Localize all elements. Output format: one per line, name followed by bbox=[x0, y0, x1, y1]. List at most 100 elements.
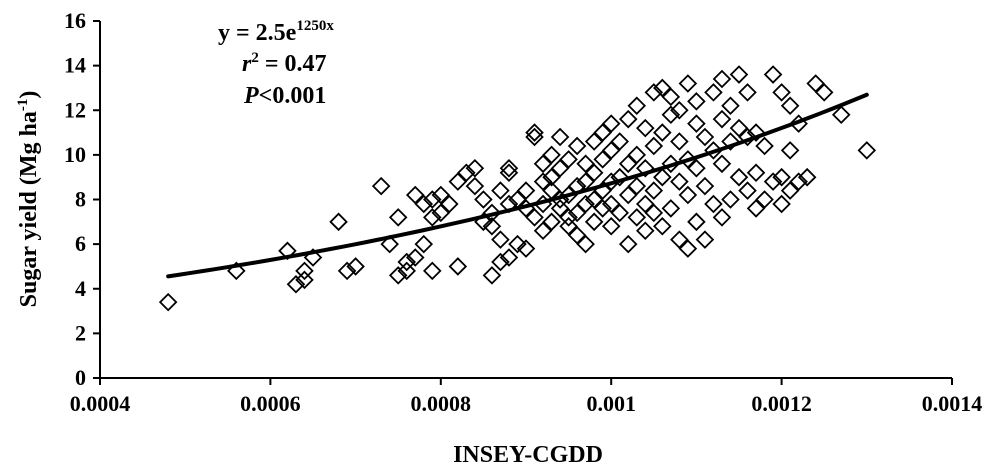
data-point bbox=[440, 194, 459, 214]
data-point bbox=[542, 145, 561, 165]
data-point bbox=[405, 248, 425, 267]
data-point bbox=[550, 158, 570, 178]
data-point bbox=[423, 208, 442, 227]
data-point bbox=[559, 208, 578, 227]
data-point bbox=[687, 212, 706, 232]
data-point bbox=[593, 199, 612, 218]
data-point bbox=[831, 105, 851, 124]
data-point bbox=[721, 132, 740, 151]
data-point bbox=[670, 100, 689, 120]
data-point bbox=[576, 194, 595, 214]
data-point bbox=[704, 141, 723, 160]
data-point bbox=[729, 118, 749, 138]
data-point bbox=[286, 275, 306, 294]
data-point bbox=[814, 83, 834, 102]
data-point bbox=[491, 230, 510, 249]
data-point bbox=[491, 252, 510, 272]
data-point bbox=[584, 163, 604, 182]
data-point bbox=[448, 257, 468, 276]
data-point bbox=[780, 96, 800, 116]
data-point bbox=[337, 261, 357, 281]
data-point bbox=[482, 266, 502, 285]
data-point bbox=[601, 172, 621, 191]
data-point bbox=[687, 158, 706, 178]
data-point bbox=[653, 123, 672, 142]
data-point bbox=[772, 83, 791, 102]
data-point bbox=[414, 194, 434, 214]
data-point bbox=[397, 261, 416, 281]
x-tick-label: 0.0012 bbox=[751, 391, 812, 416]
data-point bbox=[559, 150, 578, 169]
data-point bbox=[755, 190, 774, 209]
r-squared-text: r2 = 0.47 bbox=[242, 50, 327, 77]
data-point bbox=[712, 69, 732, 89]
data-point bbox=[636, 221, 655, 241]
data-point bbox=[576, 234, 595, 254]
data-point bbox=[695, 127, 715, 147]
data-point bbox=[618, 185, 638, 205]
data-point bbox=[423, 190, 442, 209]
data-point bbox=[627, 145, 647, 165]
data-point bbox=[542, 212, 561, 232]
x-tick-label: 0.001 bbox=[586, 391, 636, 416]
data-point bbox=[695, 230, 715, 249]
data-point bbox=[610, 132, 629, 151]
data-point bbox=[576, 154, 595, 174]
data-point bbox=[448, 172, 468, 191]
data-point bbox=[712, 154, 732, 174]
x-axis-title: INSEY-CGDD bbox=[453, 442, 603, 468]
y-tick-label: 10 bbox=[64, 142, 86, 167]
y-axis-title: Sugar yield (Mg ha-1) bbox=[15, 91, 42, 308]
data-point bbox=[542, 167, 561, 187]
data-point bbox=[695, 176, 715, 196]
data-point bbox=[678, 185, 698, 205]
y-tick-label: 14 bbox=[64, 53, 86, 78]
data-point bbox=[516, 181, 536, 200]
data-point bbox=[618, 109, 638, 129]
data-point bbox=[653, 217, 672, 236]
data-point bbox=[644, 83, 664, 102]
data-point bbox=[772, 167, 791, 187]
data-point bbox=[601, 114, 621, 133]
x-tick-label: 0.0008 bbox=[411, 391, 472, 416]
data-point bbox=[533, 172, 553, 191]
data-point bbox=[601, 194, 621, 214]
p-value-text: P<0.001 bbox=[243, 83, 326, 109]
y-tick-label: 16 bbox=[64, 8, 86, 33]
data-point bbox=[414, 234, 434, 254]
data-point bbox=[465, 176, 485, 196]
data-point bbox=[738, 127, 757, 147]
data-point bbox=[380, 234, 399, 254]
x-tick-label: 0.0014 bbox=[922, 391, 983, 416]
data-point bbox=[670, 172, 689, 191]
data-point bbox=[763, 172, 783, 191]
data-point bbox=[550, 127, 570, 147]
data-point bbox=[601, 217, 621, 236]
data-point bbox=[371, 176, 391, 196]
data-point bbox=[712, 109, 732, 129]
trend-line bbox=[166, 92, 869, 279]
data-point bbox=[738, 83, 757, 102]
data-point bbox=[729, 65, 749, 84]
data-point bbox=[644, 203, 664, 223]
data-point bbox=[670, 230, 689, 249]
data-point bbox=[636, 194, 655, 214]
data-point bbox=[584, 190, 604, 209]
y-tick-label: 6 bbox=[75, 231, 86, 256]
data-point bbox=[729, 167, 749, 187]
y-tick-label: 4 bbox=[75, 276, 86, 301]
data-point bbox=[704, 83, 723, 102]
data-point bbox=[423, 261, 442, 281]
data-point bbox=[431, 185, 451, 205]
data-point bbox=[763, 65, 783, 84]
data-point bbox=[550, 199, 570, 218]
data-point bbox=[499, 248, 519, 267]
data-point bbox=[533, 154, 553, 174]
data-point bbox=[584, 212, 604, 232]
data-point bbox=[627, 176, 647, 196]
data-point bbox=[525, 208, 544, 227]
data-point bbox=[482, 217, 502, 236]
data-point bbox=[644, 136, 664, 156]
data-point bbox=[721, 190, 740, 209]
